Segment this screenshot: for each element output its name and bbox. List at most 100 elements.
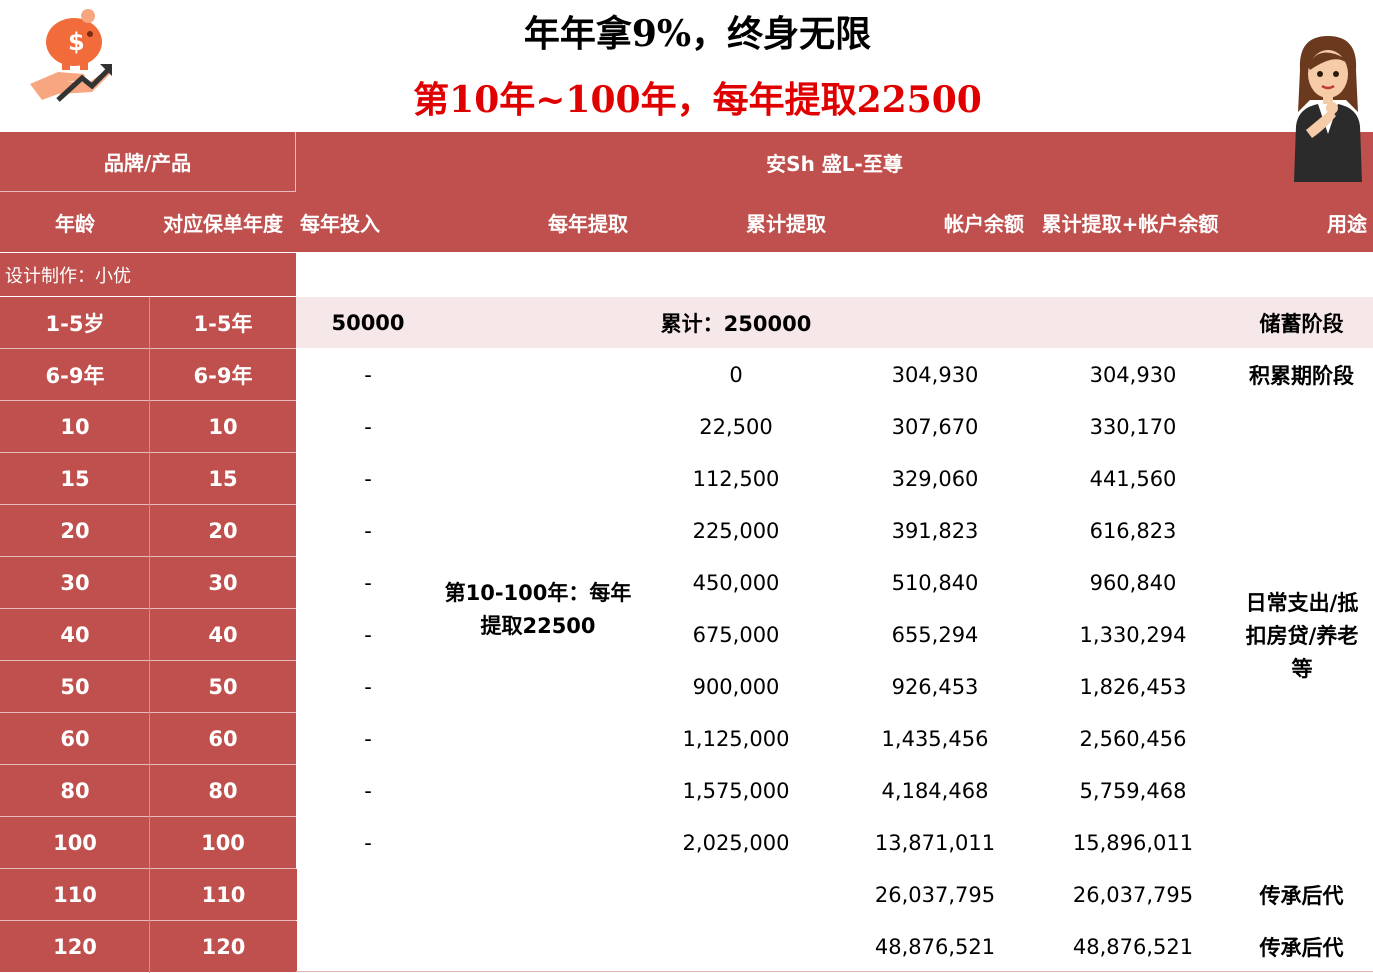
table-row-cum-plus-balance: 1,826,453 [1079, 674, 1187, 699]
accum-annual-input: - [364, 362, 372, 387]
table-row-balance: 391,823 [891, 518, 979, 543]
table-row-policy-year: 10 [150, 401, 296, 452]
page-subtitle: 第10年~100年，每年提取22500 [413, 79, 982, 121]
savings-policy-year: 1-5年 [150, 297, 296, 348]
table-row-cum-withdraw: 22,500 [699, 414, 773, 439]
savings-annual-input: 50000 [331, 310, 405, 335]
accum-cum-plus-balance: 304,930 [1089, 362, 1177, 387]
table-row-policy-year: 15 [150, 453, 296, 504]
header-cum-withdraw: 累计提取 [686, 193, 886, 252]
row-divider [0, 868, 296, 869]
table-row-balance: 655,294 [891, 622, 979, 647]
table-row-age: 30 [0, 557, 150, 608]
table-row-cum-plus-balance: 330,170 [1089, 414, 1177, 439]
table-row-cum-withdraw: 675,000 [692, 622, 780, 647]
row-divider [0, 712, 296, 713]
table-row-annual-input: - [364, 778, 372, 803]
table-row-policy-year: 20 [150, 505, 296, 556]
table-row-policy-year: 60 [150, 713, 296, 764]
table-row-annual-input: - [364, 726, 372, 751]
svg-text:$: $ [68, 28, 85, 56]
table-row-age: 10 [0, 401, 150, 452]
table-row-balance: 4,184,468 [881, 778, 989, 803]
table-row-policy-year: 100 [150, 817, 296, 868]
table-row-annual-input: - [364, 570, 372, 595]
table-row-cum-withdraw: 1,575,000 [682, 778, 790, 803]
header-usage: 用途 [1300, 193, 1373, 252]
legacy-row-policy-year: 110 [150, 869, 297, 920]
header-age: 年龄 [0, 193, 150, 252]
design-note: 设计制作：小优 [0, 253, 296, 296]
table-row-cum-withdraw: 112,500 [692, 466, 780, 491]
table-row-annual-input: - [364, 466, 372, 491]
page-title: 年年拿9%，终身无限 [523, 13, 872, 55]
legacy-row-balance: 26,037,795 [874, 882, 996, 907]
savings-usage: 储蓄阶段 [1259, 311, 1344, 336]
table-row-policy-year: 80 [150, 765, 296, 816]
table-row-balance: 329,060 [891, 466, 979, 491]
row-divider [0, 400, 296, 401]
table-row-policy-year: 30 [150, 557, 296, 608]
table-row-cum-withdraw: 450,000 [692, 570, 780, 595]
savings-row-bg [296, 297, 1373, 348]
table-row-age: 100 [0, 817, 150, 868]
legacy-row-age: 120 [0, 921, 150, 972]
product-name: 安Sh 盛L-至尊 [296, 132, 1373, 192]
table-row-cum-withdraw: 900,000 [692, 674, 780, 699]
withdraw-usage: 日常支出/抵扣房贷/养老等 [1245, 590, 1359, 681]
accum-balance: 304,930 [891, 362, 979, 387]
table-row-annual-input: - [364, 830, 372, 855]
header-annual-withdraw: 每年提取 [490, 193, 686, 252]
table-row-cum-plus-balance: 5,759,468 [1079, 778, 1187, 803]
header-annual-input: 每年投入 [296, 193, 396, 252]
table-row-policy-year: 40 [150, 609, 296, 660]
row-divider [0, 816, 296, 817]
table-row-cum-withdraw: 2,025,000 [682, 830, 790, 855]
table-row-balance: 13,871,011 [874, 830, 996, 855]
column-divider [149, 297, 150, 973]
row-divider [0, 504, 296, 505]
table-row-balance: 926,453 [891, 674, 979, 699]
legacy-row-cum-plus-balance: 26,037,795 [1072, 882, 1194, 907]
header-balance: 帐户余额 [936, 193, 1032, 252]
businesswoman-avatar-icon [1288, 30, 1368, 182]
table-row-cum-plus-balance: 2,560,456 [1079, 726, 1187, 751]
row-divider [0, 660, 296, 661]
header-cum-plus-balance: 累计提取+帐户余额 [1032, 193, 1228, 252]
piggy-bank-hand-icon: $ [28, 6, 112, 102]
legacy-row-cum-plus-balance: 48,876,521 [1072, 934, 1194, 959]
withdraw-note: 第10-100年：每年提取22500 [444, 581, 632, 638]
accum-usage: 积累期阶段 [1249, 363, 1354, 388]
table-row-balance: 1,435,456 [881, 726, 989, 751]
table-row-age: 20 [0, 505, 150, 556]
table-row-cum-plus-balance: 15,896,011 [1072, 830, 1194, 855]
row-divider [0, 608, 296, 609]
table-row-age: 15 [0, 453, 150, 504]
row-divider [0, 348, 296, 349]
table-row-age: 80 [0, 765, 150, 816]
table-row-age: 40 [0, 609, 150, 660]
table-row-age: 50 [0, 661, 150, 712]
savings-total: 累计：250000 [660, 311, 812, 336]
table-row-cum-withdraw: 225,000 [692, 518, 780, 543]
accum-age: 6-9年 [0, 349, 150, 400]
legacy-row-balance: 48,876,521 [874, 934, 996, 959]
table-row-annual-input: - [364, 414, 372, 439]
table-row-annual-input: - [364, 622, 372, 647]
table-row-annual-input: - [364, 518, 372, 543]
table-row-cum-plus-balance: 616,823 [1089, 518, 1177, 543]
table-row-cum-plus-balance: 441,560 [1089, 466, 1177, 491]
accum-policy-year: 6-9年 [150, 349, 296, 400]
table-row-cum-plus-balance: 960,840 [1089, 570, 1177, 595]
header-policy-year: 对应保单年度 [150, 193, 296, 252]
legacy-row-policy-year: 120 [150, 921, 297, 972]
savings-age: 1-5岁 [0, 297, 150, 348]
brand-label: 品牌/产品 [0, 132, 296, 192]
legacy-row-age: 110 [0, 869, 150, 920]
table-row-annual-input: - [364, 674, 372, 699]
table-row-balance: 510,840 [891, 570, 979, 595]
table-row-cum-withdraw: 1,125,000 [682, 726, 790, 751]
legacy-row-usage: 传承后代 [1259, 883, 1344, 908]
accum-cum-withdraw: 0 [729, 362, 743, 387]
table-row-policy-year: 50 [150, 661, 296, 712]
